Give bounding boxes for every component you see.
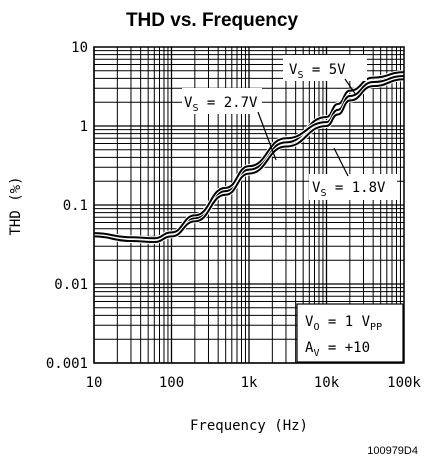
annotation-vs-5v-leader (344, 78, 357, 96)
x-tick-label: 100k (387, 375, 421, 391)
figure-id: 100979D4 (367, 445, 418, 457)
annotation-vs-2p7v-leader (257, 111, 277, 161)
chart-title: THD vs. Frequency (126, 10, 299, 31)
x-tick-label: 10k (314, 375, 340, 391)
annotation-vs-5v-text: VS = 5V (289, 62, 346, 81)
series-line-2 (93, 74, 405, 240)
y-tick-label: 10 (71, 40, 88, 56)
annotation-vs-1p8v-leader (333, 147, 349, 177)
x-tick-label: 1k (241, 375, 258, 391)
y-axis-label: THD (%) (8, 176, 24, 235)
plot-curves (93, 70, 405, 245)
annotation-vs-2p7v: VS = 2.7V (182, 88, 277, 161)
annotation-vs-1p8v-bg (309, 174, 397, 200)
conditions-box-frame (296, 303, 404, 363)
x-axis-label: Frequency (Hz) (190, 418, 308, 434)
annotation-vs-5v: VS = 5V (283, 55, 367, 96)
condition-av: AV = +10 (305, 340, 370, 359)
condition-vo: VO = 1 VPP (305, 314, 382, 333)
y-tick-label: 0.1 (63, 198, 88, 214)
x-tick-label: 100 (159, 375, 184, 391)
conditions-box: VO = 1 VPP AV = +10 (296, 303, 404, 363)
annotation-vs-5v-bg (283, 55, 367, 81)
y-tick-label: 0.001 (46, 356, 88, 372)
annotation-vs-1p8v-text: VS = 1.8V (312, 180, 386, 199)
plot-frame (93, 46, 405, 364)
series-line-3 (93, 78, 405, 244)
y-tick-label: 1 (80, 119, 88, 135)
y-tick-labels: 10 1 0.1 0.01 0.001 (46, 40, 88, 372)
annotation-vs-2p7v-bg (182, 88, 262, 114)
annotation-vs-1p8v: VS = 1.8V (309, 147, 397, 200)
x-tick-labels: 10 100 1k 10k 100k (86, 375, 422, 391)
x-tick-label: 10 (86, 375, 103, 391)
y-tick-label: 0.01 (54, 277, 88, 293)
annotation-vs-2p7v-text: VS = 2.7V (184, 95, 258, 114)
